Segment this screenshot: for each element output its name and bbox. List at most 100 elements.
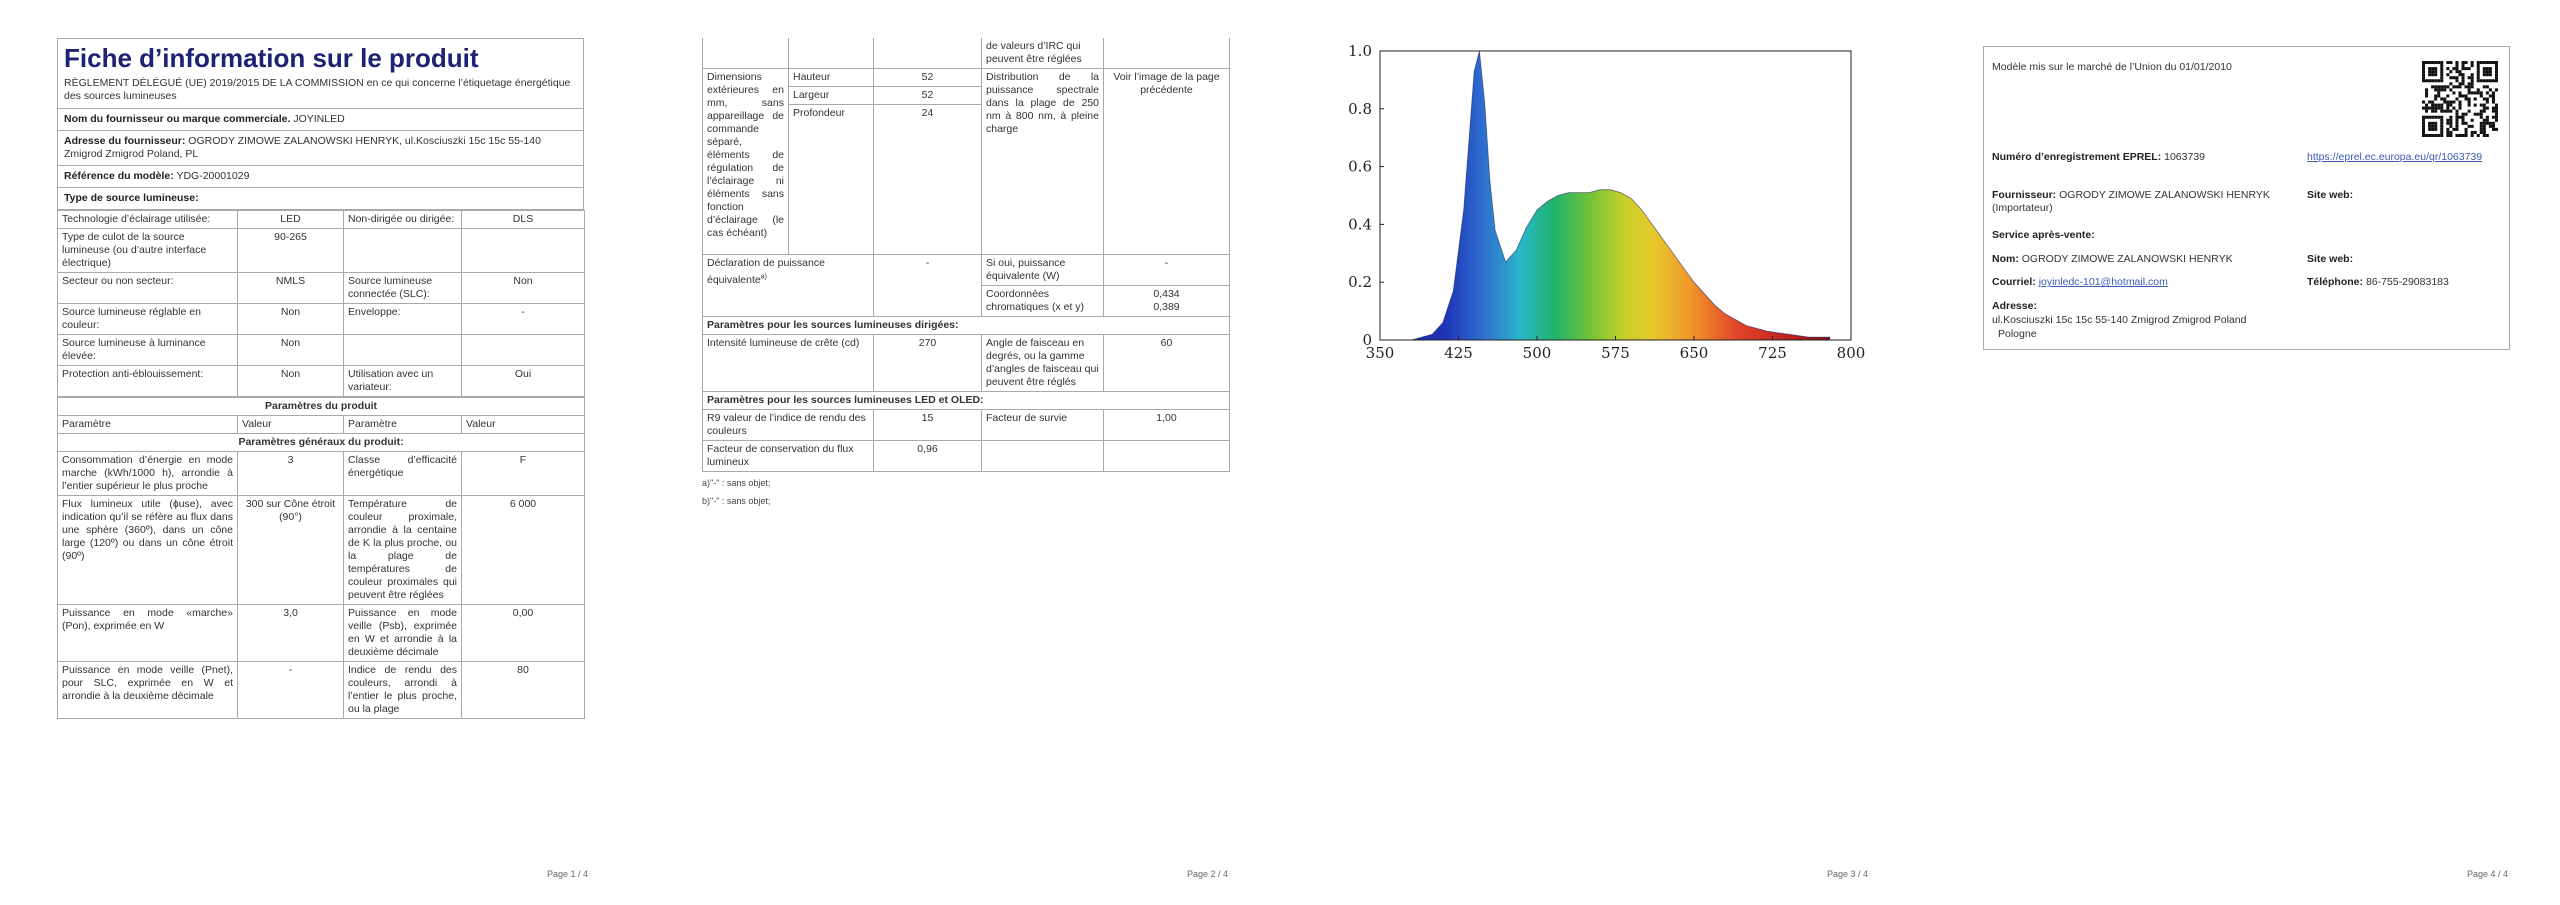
column-headers-row: Paramètre Valeur Paramètre Valeur xyxy=(57,415,586,434)
product-info-sheet: Fiche d’information sur le produit RÈGLE… xyxy=(56,38,586,719)
source-type-table: Technologie d’éclairage utilisée: LED Non-… xyxy=(57,210,585,397)
chroma-label: Coordonnées chromatiques (x et y) xyxy=(981,285,1104,317)
x-tick-label: 425 xyxy=(1444,344,1473,362)
table-row: Secteur ou non secteur: NMLS Source lumine… xyxy=(57,272,585,304)
table-row: Puissance en mode veille (Pnet), pour SL… xyxy=(57,661,586,719)
param-label: Température de couleur proximale, arrond… xyxy=(343,495,462,605)
param-label: Puissance en mode veille (Pnet), pour SL… xyxy=(57,661,238,719)
model-reference-row: Référence du modèle: YDG-20001029 xyxy=(57,166,584,188)
email-row: Courriel: joyinledc-101@hotmail.com xyxy=(1992,276,2168,289)
x-tick-label: 800 xyxy=(1837,344,1866,362)
page-3: 350 425 500 575 650 725 800 0 0.2 0.4 0.6 0.8 1.0 Pa… xyxy=(1280,0,1920,905)
regulation-text: RÈGLEMENT DÉLÉGUÉ (UE) 2019/2015 DE LA C… xyxy=(64,77,571,102)
peak-intensity-label: Intensité lumineuse de crête (cd) xyxy=(702,334,874,392)
peak-intensity-value: 270 xyxy=(873,334,982,392)
col-header: Valeur xyxy=(460,415,586,434)
param-label xyxy=(343,334,462,366)
param-value: - xyxy=(461,303,585,335)
model-reference-value: YDG-20001029 xyxy=(176,170,250,182)
param-label: Source lumineuse à luminance élevée: xyxy=(57,334,238,366)
equiv-label: Déclaration de puissance équivalentea) xyxy=(702,254,874,317)
col-header: Paramètre xyxy=(343,415,462,434)
table-row: Consommation d’énergie en mode marche (k… xyxy=(57,451,586,496)
market-date: Modèle mis sur le marché de l’Union du 0… xyxy=(1992,61,2232,73)
col-header: Paramètre xyxy=(57,415,238,434)
supplier-address-label: Adresse du fournisseur: xyxy=(64,135,186,147)
x-tick-label: 575 xyxy=(1601,344,1630,362)
led-params-heading: Paramètres pour les sources lumineuses L… xyxy=(702,391,1230,410)
param-label: Puissance en mode «marche» (Pon), exprim… xyxy=(57,604,238,662)
page-number: Page 3 / 4 xyxy=(1826,869,1868,879)
lumen-maintenance-value: 0,96 xyxy=(873,440,982,472)
equiv-question-value: - xyxy=(1103,254,1230,286)
param-value: 90-265 xyxy=(237,228,344,273)
page-title: Fiche d’information sur le produit xyxy=(64,43,479,73)
directed-params-heading: Paramètres pour les sources lumineuses d… xyxy=(702,316,1230,335)
y-tick-label: 0.8 xyxy=(1348,100,1372,118)
phone-row: Téléphone: 86-755-29083183 xyxy=(2307,276,2449,289)
spectrum-area xyxy=(1411,51,1831,340)
param-value: 3 xyxy=(237,451,344,496)
x-tick-label: 650 xyxy=(1680,344,1709,362)
params-table-continued: de valeurs d’IRC qui peuvent être réglée… xyxy=(702,38,1230,472)
table-row: Puissance en mode «marche» (Pon), exprim… xyxy=(57,604,586,662)
spectral-power-chart: 350 425 500 575 650 725 800 0 0.2 0.4 0.6 0.8 1.0 xyxy=(1348,42,1866,362)
model-reference-label: Référence du modèle: xyxy=(64,170,174,182)
page-number: Page 4 / 4 xyxy=(2466,869,2508,879)
service-name-row: Nom: OGRODY ZIMOWE ZALANOWSKI HENRYK xyxy=(1992,253,2233,266)
table-row: R9 valeur de l’indice de rendu des coule… xyxy=(702,409,1230,441)
param-label: Non-dirigée ou dirigée: xyxy=(343,210,462,229)
page-number: Page 2 / 4 xyxy=(1186,869,1228,879)
param-value: 0,00 xyxy=(460,604,586,662)
param-label: Technologie d’éclairage utilisée: xyxy=(57,210,238,229)
param-label: Enveloppe: xyxy=(343,303,462,335)
param-label: Source lumineuse réglable en couleur: xyxy=(57,303,238,335)
param-value: NMLS xyxy=(237,272,344,304)
beam-angle-value: 60 xyxy=(1103,334,1230,392)
param-label: Puissance en mode veille (Psb), exprimée… xyxy=(343,604,462,662)
spd-label: Distribution de la puissance spectrale d… xyxy=(981,68,1104,255)
table-row: Intensité lumineuse de crête (cd) 270 An… xyxy=(702,334,1230,392)
param-label xyxy=(343,228,462,273)
supplier-row: Fournisseur: OGRODY ZIMOWE ZALANOWSKI HE… xyxy=(1992,189,2292,215)
x-tick-label: 725 xyxy=(1758,344,1787,362)
email-label: Courriel: xyxy=(1992,276,2036,288)
qr-code-icon[interactable] xyxy=(2422,61,2498,137)
spd-value: Voir l’image de la page précédente xyxy=(1103,68,1230,255)
website-label: Site web: xyxy=(2307,189,2354,201)
y-tick-label: 1.0 xyxy=(1348,42,1372,60)
general-params-heading: Paramètres généraux du produit: xyxy=(56,433,586,452)
param-value: LED xyxy=(237,210,344,229)
param-value: 300 sur Cône étroit (90°) xyxy=(237,495,344,605)
footnote-b: b)"-" : sans objet; xyxy=(702,496,771,506)
email-link[interactable]: joyinledc-101@hotmail.com xyxy=(2038,276,2168,288)
supplier-name-label: Nom du fournisseur ou marque commerciale… xyxy=(64,113,291,125)
service-heading: Service après-vente: xyxy=(1992,229,2095,241)
param-value xyxy=(461,228,585,273)
survival-label: Facteur de survie xyxy=(981,409,1104,441)
param-value: Oui xyxy=(461,365,585,397)
page-number: Page 1 / 4 xyxy=(546,869,588,879)
eprel-row: Numéro d’enregistrement EPREL: 1063739 xyxy=(1992,151,2205,164)
param-label: Secteur ou non secteur: xyxy=(57,272,238,304)
table-row: Source lumineuse à luminance élevée: Non xyxy=(57,334,585,366)
supplier-name-value: JOYINLED xyxy=(293,113,345,125)
param-label: Protection anti-éblouissement: xyxy=(57,365,238,397)
param-value xyxy=(461,334,585,366)
param-value: Non xyxy=(237,365,344,397)
param-label: Indice de rendu des couleurs, arrondi à … xyxy=(343,661,462,719)
lumen-maintenance-label: Facteur de conservation du flux lumineux xyxy=(702,440,874,472)
table-row: Dimensions extérieures en mm, sans appar… xyxy=(702,68,1230,255)
supplier-name-row: Nom du fournisseur ou marque commerciale… xyxy=(57,109,584,131)
chroma-y: 0,389 xyxy=(1153,301,1180,313)
table-row: Déclaration de puissance équivalentea) -… xyxy=(702,254,1230,317)
r9-label: R9 valeur de l’indice de rendu des coule… xyxy=(702,409,874,441)
page-1: Fiche d’information sur le produit RÈGLE… xyxy=(0,0,640,905)
dim-width-value: 52 xyxy=(873,86,982,105)
dim-width-label: Largeur xyxy=(788,86,874,105)
eprel-link[interactable]: https://eprel.ec.europa.eu/qr/1063739 xyxy=(2307,151,2483,163)
x-tick-label: 350 xyxy=(1366,344,1395,362)
website-label-2: Site web: xyxy=(2307,253,2354,265)
survival-value: 1,00 xyxy=(1103,409,1230,441)
footnote-a: a)"-" : sans objet; xyxy=(702,478,771,488)
